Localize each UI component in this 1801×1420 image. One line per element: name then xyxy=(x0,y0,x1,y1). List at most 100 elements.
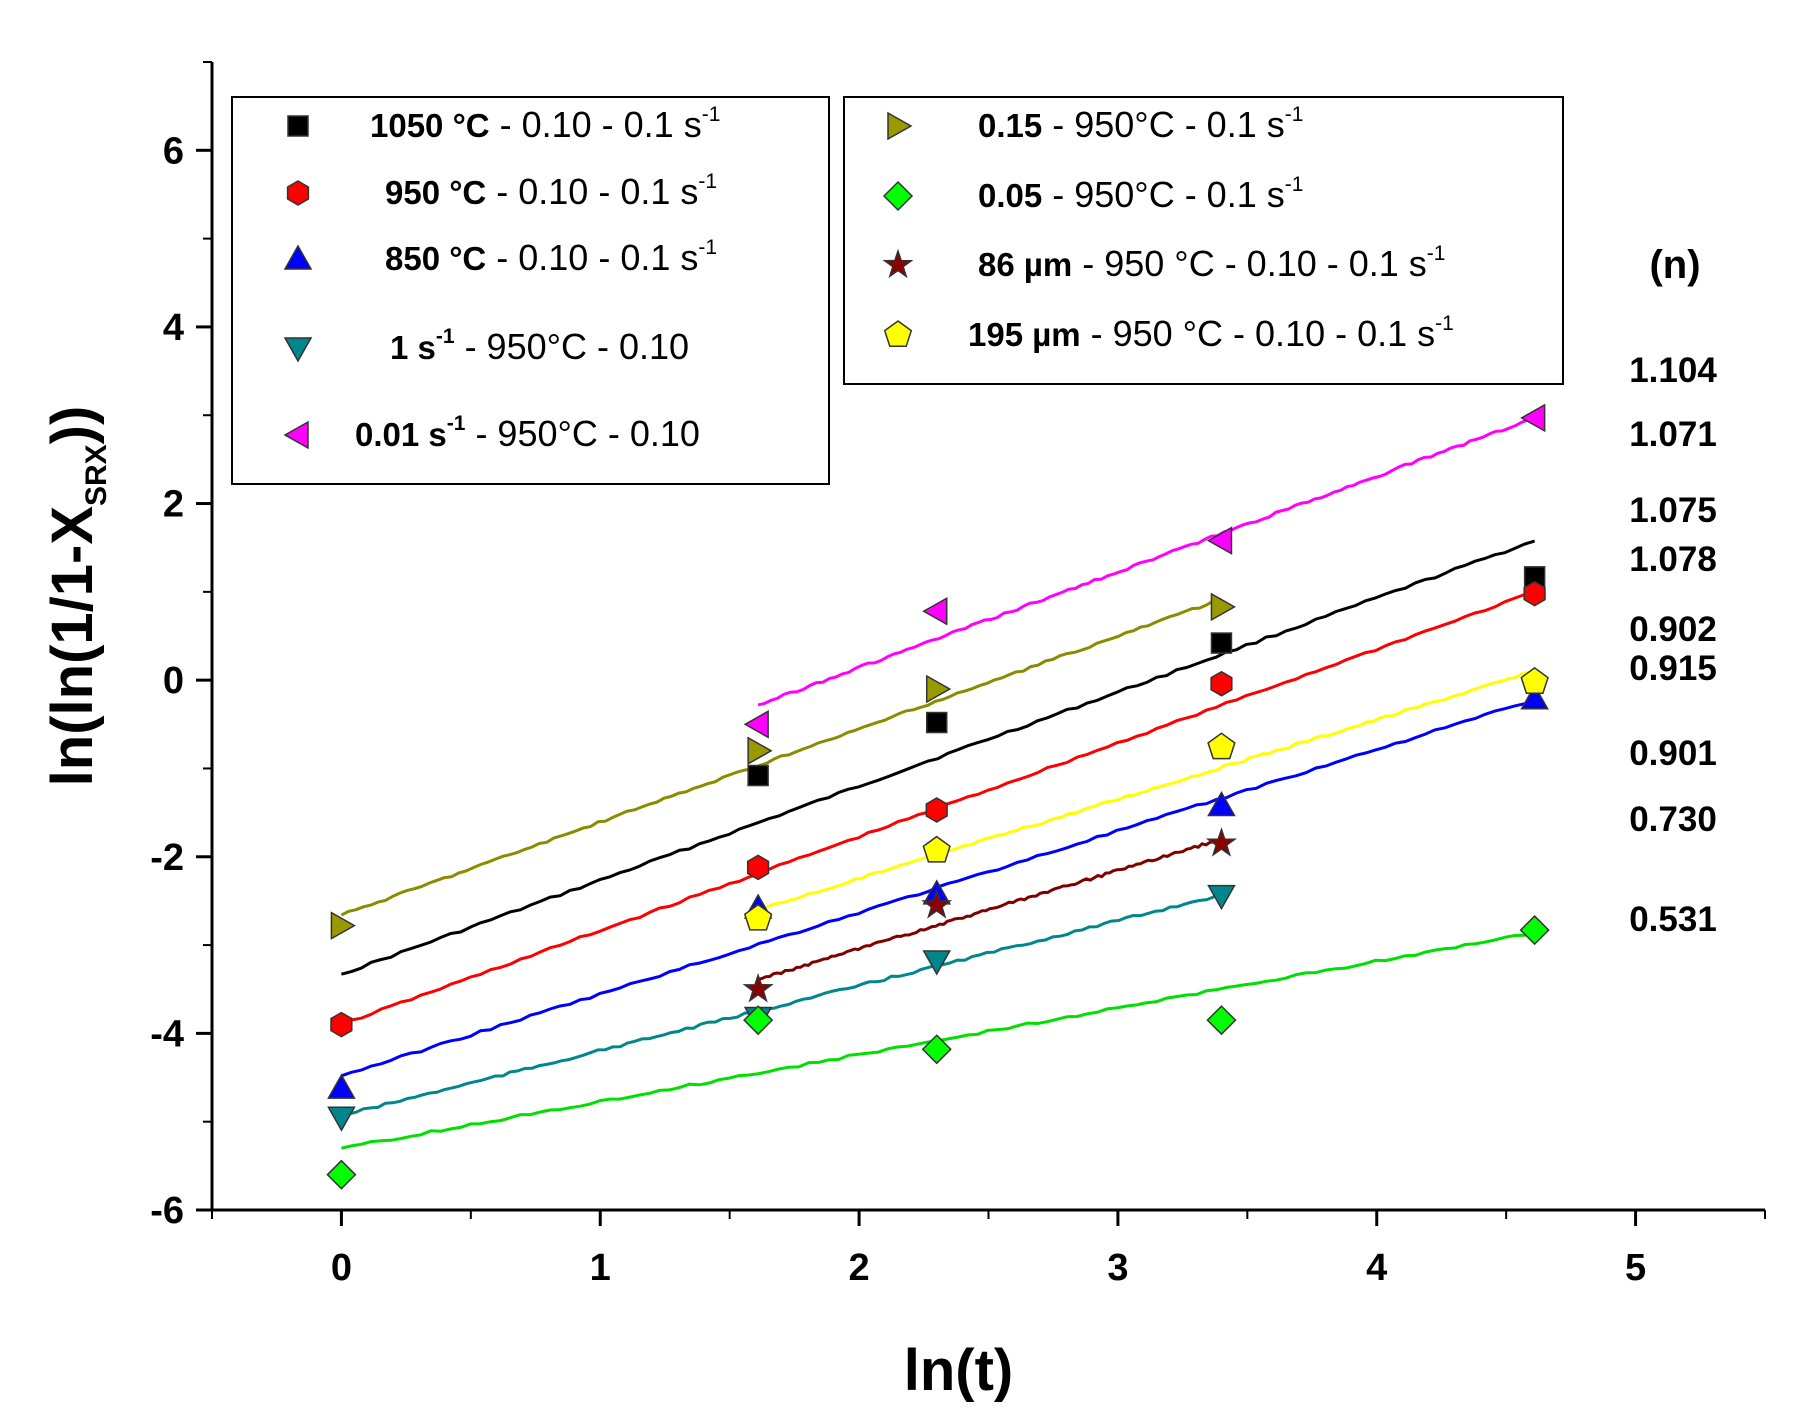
y-tick-label: 6 xyxy=(163,130,184,172)
data-point-series-1 xyxy=(1523,580,1546,607)
n-value-label: 0.901 xyxy=(1629,734,1717,773)
legend-box-left xyxy=(231,96,830,485)
x-tick-label: 4 xyxy=(1366,1247,1387,1289)
data-point-series-3 xyxy=(327,1106,356,1132)
legend-label-rest: - 0.10 - 0.1 s xyxy=(490,104,702,145)
legend-label-bold-sup: -1 xyxy=(447,412,466,435)
n-value-label: 0.902 xyxy=(1629,610,1717,649)
data-point-series-7 xyxy=(921,888,953,919)
data-point-series-0 xyxy=(925,711,948,734)
legend-label-rest: - 950°C - 0.10 xyxy=(465,413,700,454)
legend-marker-series-4 xyxy=(283,420,309,450)
data-point-series-5 xyxy=(925,674,952,704)
data-point-series-2 xyxy=(327,1073,356,1099)
y-tick-label: -6 xyxy=(150,1190,184,1232)
legend-label-rest: - 950 °C - 0.10 - 0.1 s xyxy=(1072,243,1427,284)
legend-box-right xyxy=(843,96,1564,385)
data-point-series-1 xyxy=(746,854,770,881)
fit-line-series-7 xyxy=(757,836,1223,981)
legend-label-series-3: 1 s-1 - 950°C - 0.10 xyxy=(390,325,689,367)
n-header: (n) xyxy=(1649,243,1700,287)
legend-marker-series-0 xyxy=(287,115,309,137)
legend-label-bold: 950 °C xyxy=(385,174,486,211)
legend-label-sup: -1 xyxy=(1285,103,1304,126)
data-point-series-4 xyxy=(743,710,769,739)
legend-marker-series-8 xyxy=(883,320,913,348)
legend-label-rest: - 950 °C - 0.10 - 0.1 s xyxy=(1081,313,1436,354)
data-point-series-1 xyxy=(330,1011,353,1038)
data-point-series-4 xyxy=(1520,403,1546,433)
y-tick-label: -4 xyxy=(150,1013,184,1055)
legend-label-series-1: 950 °C - 0.10 - 0.1 s-1 xyxy=(385,170,717,212)
legend-label-series-6: 0.05 - 950°C - 0.1 s-1 xyxy=(978,173,1303,215)
legend-marker-series-2 xyxy=(283,244,313,270)
n-value-label: 1.078 xyxy=(1629,540,1717,579)
legend-marker-series-1 xyxy=(286,180,310,206)
y-axis-title-end: )) xyxy=(40,406,105,445)
data-point-series-0 xyxy=(747,764,769,787)
axes: 0 1 2 3 4 5 6 4 2 0 -2 -4 -6 ln(t) ln(ln(1/1-XSRX)) xyxy=(40,61,1766,1403)
legend-label-bold: 1050 °C xyxy=(370,107,490,144)
legend-label-rest: - 950°C - 0.1 s xyxy=(1042,174,1285,215)
data-point-series-8 xyxy=(1520,666,1549,694)
legend-label-bold: 195 µm xyxy=(968,316,1081,353)
legend-label-series-2: 850 °C - 0.10 - 0.1 s-1 xyxy=(385,236,717,278)
data-point-series-7 xyxy=(742,972,774,1003)
fit-line-series-3 xyxy=(341,892,1223,1117)
fit-line-series-0 xyxy=(341,539,1536,976)
y-axis-title: ln(ln(1/1-XSRX)) xyxy=(40,406,113,787)
legend-label-series-7: 86 µm - 950 °C - 0.10 - 0.1 s-1 xyxy=(978,242,1445,284)
legend-label-series-4: 0.01 s-1 - 950°C - 0.10 xyxy=(355,412,700,454)
data-point-series-6 xyxy=(1519,915,1550,946)
fit-line-series-8 xyxy=(757,671,1535,912)
data-point-series-8 xyxy=(743,903,773,931)
x-tick-label: 5 xyxy=(1625,1247,1646,1289)
data-point-series-6 xyxy=(921,1034,952,1065)
legend-label-rest: - 950°C - 0.1 s xyxy=(1042,104,1285,145)
data-point-series-8 xyxy=(922,835,951,863)
legend-label-bold: 1 s xyxy=(390,329,436,366)
legend-label-sup: -1 xyxy=(698,170,717,193)
n-value-label: 1.104 xyxy=(1629,351,1717,390)
data-point-series-0 xyxy=(1210,632,1233,654)
n-value-label: 1.075 xyxy=(1629,491,1717,530)
legend-label-bold-sup: -1 xyxy=(436,325,455,348)
legend-label-rest: - 0.10 - 0.1 s xyxy=(486,171,698,212)
data-point-series-1 xyxy=(1210,670,1233,697)
legend-label-rest: - 0.10 - 0.1 s xyxy=(486,237,698,278)
x-tick-label: 3 xyxy=(1107,1247,1128,1289)
n-value-label: 0.730 xyxy=(1629,800,1717,839)
legend-marker-series-7 xyxy=(882,248,914,279)
fit-line-series-4 xyxy=(757,417,1535,707)
legend-label-series-8: 195 µm - 950 °C - 0.10 - 0.1 s-1 xyxy=(968,312,1454,354)
data-point-series-7 xyxy=(1205,827,1238,857)
data-point-series-6 xyxy=(1206,1005,1237,1036)
legend-label-sup: -1 xyxy=(698,236,717,259)
data-point-series-6 xyxy=(326,1159,357,1190)
y-tick-label: 0 xyxy=(163,660,184,702)
data-point-series-1 xyxy=(925,797,948,823)
x-tick-label: 2 xyxy=(849,1247,870,1289)
data-point-series-8 xyxy=(1207,732,1236,760)
legend-label-series-5: 0.15 - 950°C - 0.1 s-1 xyxy=(978,103,1303,145)
legend-label-bold: 850 °C xyxy=(385,240,486,277)
legend-label-bold: 0.15 xyxy=(978,107,1042,144)
data-point-series-2 xyxy=(1520,684,1549,710)
n-value-label: 1.071 xyxy=(1629,415,1717,454)
data-point-series-5 xyxy=(747,736,773,766)
y-tick-label: -2 xyxy=(150,837,184,879)
data-point-series-5 xyxy=(1210,592,1236,622)
legend-label-bold: 86 µm xyxy=(978,246,1072,283)
x-axis-title: ln(t) xyxy=(904,1338,1014,1403)
y-tick-label: 2 xyxy=(163,484,184,526)
x-tick-label: 0 xyxy=(331,1247,352,1289)
legend-label-sup: -1 xyxy=(1285,173,1304,196)
x-tick-label: 1 xyxy=(590,1247,611,1289)
data-point-series-4 xyxy=(922,596,948,626)
legend-label-bold: 0.01 s xyxy=(355,416,447,453)
legend-label-sup: -1 xyxy=(702,103,721,126)
